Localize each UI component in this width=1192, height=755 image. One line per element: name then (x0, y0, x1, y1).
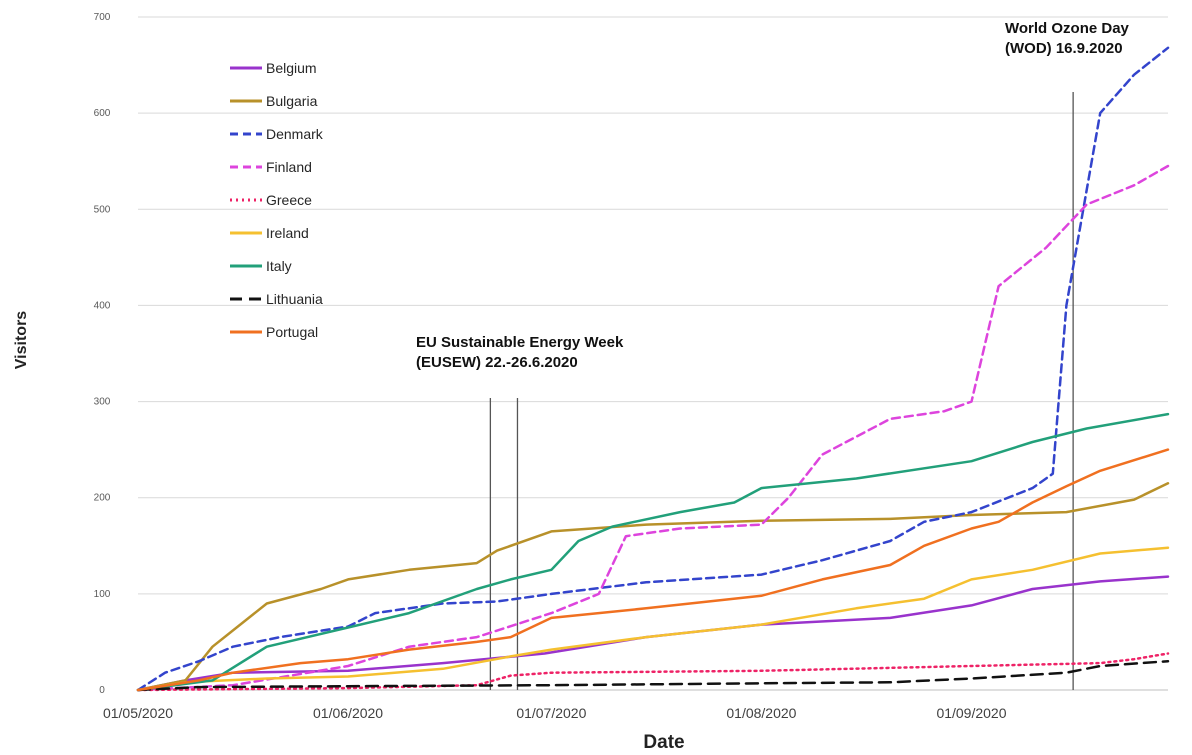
series-line-italy (136, 412, 1170, 692)
series-line-lithuania (136, 659, 1170, 692)
x-tick-label: 01/08/2020 (726, 705, 796, 721)
annotations: EU Sustainable Energy Week (EUSEW) 22.-26… (416, 20, 1130, 371)
legend-label: Greece (266, 192, 312, 208)
y-axis-title: Visitors (13, 311, 30, 370)
legend-label: Ireland (266, 225, 309, 241)
gridlines (138, 16, 1168, 691)
y-tick-label: 700 (94, 12, 111, 23)
legend-label: Bulgaria (266, 93, 318, 109)
y-tick-label: 300 (94, 397, 111, 408)
legend-label: Denmark (266, 126, 324, 142)
y-tick-label: 0 (99, 685, 105, 696)
series-line-portugal (136, 448, 1170, 692)
y-tick-label: 200 (94, 493, 111, 504)
x-tick-label: 01/05/2020 (103, 705, 173, 721)
series-line-bulgaria (136, 482, 1170, 692)
x-axis-title: Date (643, 732, 684, 753)
legend-label: Portugal (266, 324, 318, 340)
legend: Belgium Bulgaria Denmark Finland Greece Irela… (230, 60, 324, 340)
annotation-text: World Ozone Day (1005, 20, 1130, 37)
x-tick-label: 01/06/2020 (313, 705, 383, 721)
y-axis-ticks: 0 100 200 300 400 500 600 700 (94, 12, 111, 696)
y-tick-label: 400 (94, 300, 111, 311)
y-tick-label: 500 (94, 204, 111, 215)
x-axis-ticks: 01/05/2020 01/06/2020 01/07/2020 01/08/2020… (103, 705, 1007, 721)
legend-label: Italy (266, 258, 292, 274)
legend-label: Finland (266, 159, 312, 175)
series-lines (136, 46, 1170, 692)
legend-label: Belgium (266, 60, 317, 76)
x-tick-label: 01/07/2020 (516, 705, 586, 721)
series-line-denmark (136, 46, 1170, 692)
series-line-finland (136, 164, 1170, 692)
y-tick-label: 600 (94, 108, 111, 119)
y-tick-label: 100 (94, 589, 111, 600)
annotation-text: EU Sustainable Energy Week (416, 334, 624, 351)
legend-label: Lithuania (266, 291, 323, 307)
series-line-ireland (136, 546, 1170, 692)
annotation-text: (WOD) 16.9.2020 (1005, 40, 1123, 57)
x-tick-label: 01/09/2020 (936, 705, 1006, 721)
annotation-text: (EUSEW) 22.-26.6.2020 (416, 354, 578, 371)
series-line-greece (136, 652, 1170, 692)
